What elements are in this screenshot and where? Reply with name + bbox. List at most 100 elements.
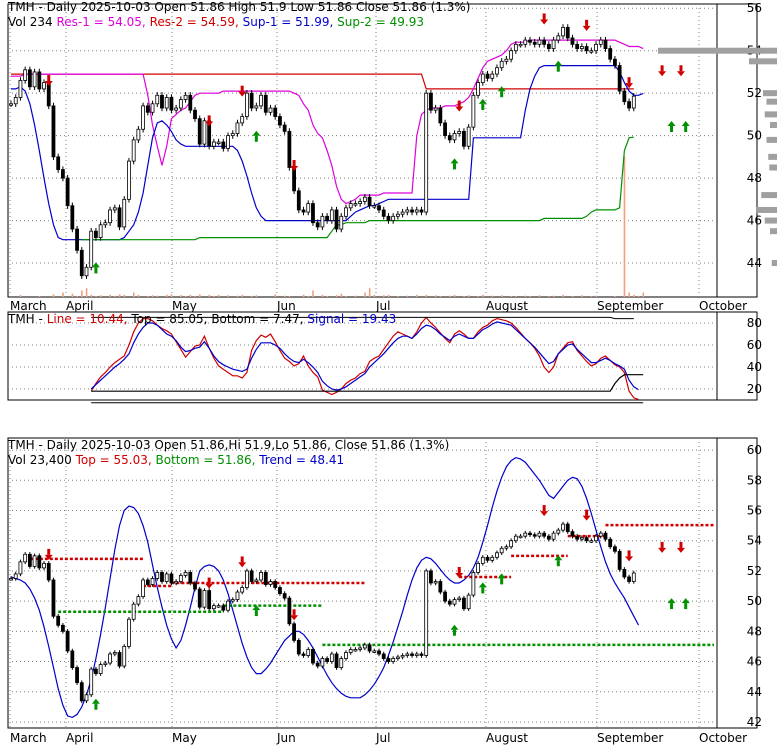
volume-bar xyxy=(241,294,244,297)
volume-bar xyxy=(19,294,22,297)
price-candle xyxy=(598,39,603,45)
trend-line xyxy=(10,456,640,719)
trend-candle xyxy=(433,581,438,584)
volume-bar xyxy=(99,295,102,297)
trend-candle xyxy=(495,552,499,558)
trend-sell-arrow-shaft xyxy=(660,541,664,548)
osc-bottom-label: Bottom = 7.47, xyxy=(211,312,304,326)
volume-bar xyxy=(302,294,305,297)
price-panel-frame xyxy=(7,3,758,298)
volume-bar xyxy=(623,156,626,297)
buy-arrow-head xyxy=(667,121,676,127)
price-candle xyxy=(509,50,514,60)
trend-panel-ytick-label: 46 xyxy=(747,655,762,669)
volume-bar xyxy=(250,295,253,297)
trend-sell-arrow xyxy=(676,541,685,553)
trend-candle xyxy=(23,553,28,563)
trend-candle xyxy=(320,658,325,667)
volume-bar xyxy=(595,295,597,297)
sell-arrow xyxy=(455,100,464,112)
volume-bar xyxy=(114,295,116,297)
trend-candle xyxy=(594,535,598,542)
price-candle xyxy=(211,141,216,147)
trend-candle xyxy=(249,570,254,582)
trend-candle xyxy=(556,529,561,534)
trend-candle xyxy=(13,573,18,579)
trend-candle xyxy=(631,572,636,582)
price-panel-header: TMH - Daily 2025-10-03 Open 51.86 High 5… xyxy=(8,0,471,30)
trend-candle xyxy=(56,615,61,626)
price-candle xyxy=(551,39,556,49)
buy-arrow-shaft xyxy=(670,126,674,133)
sell-arrow xyxy=(290,159,299,171)
volume-bar xyxy=(552,295,555,297)
price-candle xyxy=(306,203,311,213)
price-candle xyxy=(240,116,245,124)
trend-candle xyxy=(141,579,146,597)
osc-name-label: TMH - xyxy=(8,312,43,326)
volume-bar xyxy=(118,294,121,297)
trend-candle xyxy=(476,562,480,573)
trend-buy-arrow xyxy=(497,573,506,585)
trend-candle xyxy=(367,644,372,652)
volume-bar xyxy=(434,295,437,297)
price-candle xyxy=(230,133,235,137)
volume-bar xyxy=(151,295,154,297)
trend-panel-month-label: September xyxy=(597,731,663,745)
trend-buy-arrow-shaft xyxy=(670,603,674,610)
sell-arrow xyxy=(205,115,214,127)
sell-arrow xyxy=(658,65,667,77)
price-title: TMH - Daily 2025-10-03 Open 51.86 High 5… xyxy=(8,0,471,14)
price-candle xyxy=(254,105,259,109)
volume-bar xyxy=(633,294,635,297)
price-panel-month-label: September xyxy=(597,299,663,313)
volume-bar xyxy=(236,295,239,297)
trend-candle xyxy=(75,667,79,684)
trend-candle xyxy=(32,555,37,567)
trend-candle xyxy=(282,593,287,599)
volume-profile-bar xyxy=(770,228,777,235)
volume-bar xyxy=(340,293,343,297)
price-candle xyxy=(89,230,94,268)
price-panel-month-label: March xyxy=(10,299,47,313)
trend-candle xyxy=(235,591,240,601)
price-candle xyxy=(46,82,51,107)
volume-bar xyxy=(199,294,201,297)
price-candle xyxy=(631,95,636,109)
price-candle xyxy=(513,43,518,52)
volume-bar xyxy=(354,295,357,297)
price-candle xyxy=(424,92,429,213)
trend-candle xyxy=(259,572,263,581)
volume-bar xyxy=(85,288,88,297)
trend-candle xyxy=(551,532,556,540)
trend-candle xyxy=(221,605,226,611)
price-candle xyxy=(202,120,207,145)
price-candle xyxy=(51,105,56,158)
trend-sell-arrow xyxy=(455,567,464,578)
trend-candle xyxy=(292,623,296,641)
price-candle xyxy=(608,48,613,60)
price-candle xyxy=(419,209,424,213)
trend-candle xyxy=(579,537,584,540)
price-candle xyxy=(221,141,226,149)
oscillator-red-line xyxy=(90,316,639,401)
oscillator-panel-ytick-label: 60 xyxy=(747,338,762,352)
trend-candle xyxy=(617,550,622,570)
price-candle xyxy=(344,207,348,217)
trend-candle xyxy=(254,579,259,582)
oscillator-panel-ytick-label: 40 xyxy=(747,360,762,374)
trend-sell-arrow-shaft xyxy=(47,548,51,555)
price-candle xyxy=(386,215,391,221)
price-candle xyxy=(301,209,306,213)
volume-profile-bar xyxy=(763,90,777,97)
trend-candle xyxy=(174,581,179,584)
trend-panel-month-label: Jul xyxy=(375,731,390,745)
volume-bar xyxy=(571,295,574,297)
volume-bar xyxy=(364,292,366,297)
sell-arrow xyxy=(625,77,634,89)
volume-bar xyxy=(71,293,74,297)
trend-sell-arrow xyxy=(290,609,299,621)
trend-candle xyxy=(18,561,23,575)
buy-arrow-shaft xyxy=(556,65,560,72)
price-candle xyxy=(37,71,42,90)
